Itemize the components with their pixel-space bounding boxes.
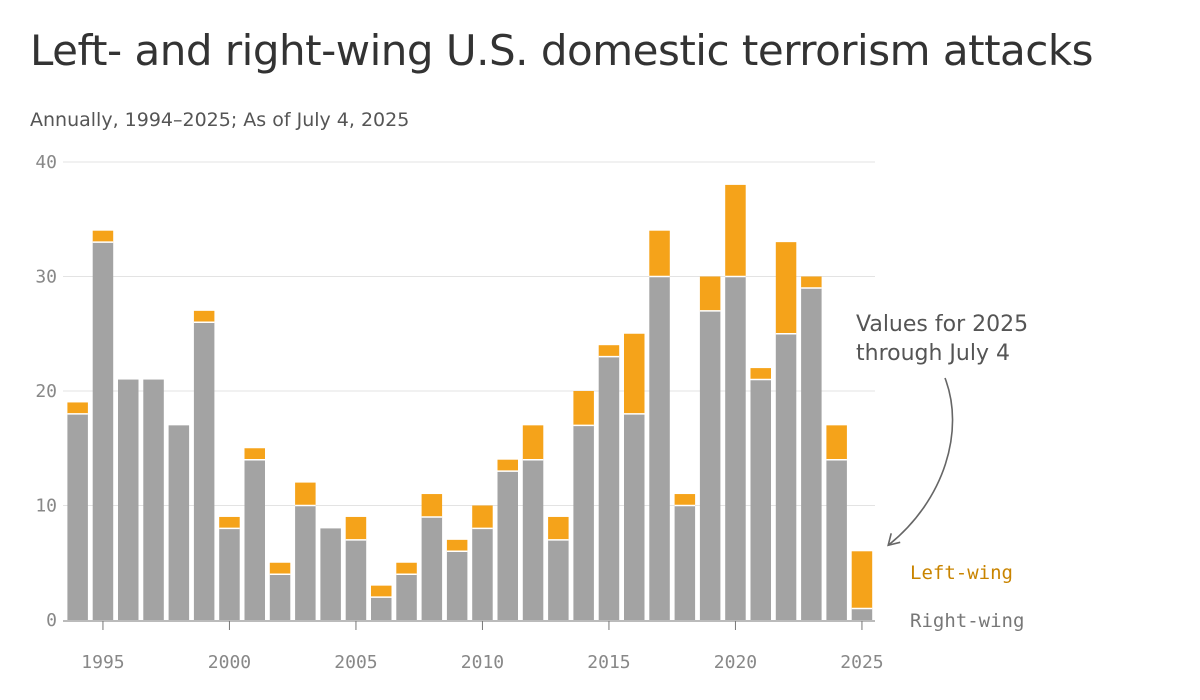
bar-right-wing-2020	[725, 276, 746, 620]
bar-left-wing-1995	[92, 230, 114, 243]
bar-left-wing-2003	[295, 482, 316, 506]
bar-right-wing-1995	[92, 242, 114, 620]
bar-left-wing-2005	[345, 516, 367, 540]
bar-right-wing-2016	[624, 413, 645, 620]
bar-left-wing-2021	[750, 368, 771, 380]
bar-right-wing-1999	[193, 322, 215, 620]
x-tick-label: 2005	[334, 652, 377, 673]
bar-left-wing-2020	[725, 184, 746, 277]
y-tick-label: 10	[35, 496, 57, 517]
legend-right-wing: Right-wing	[910, 610, 1024, 632]
x-tick-label: 2010	[461, 652, 504, 673]
bar-left-wing-1994	[67, 402, 88, 414]
annotation-line-1: Values for 2025	[856, 312, 1028, 337]
bar-left-wing-2010	[472, 505, 493, 529]
bar-right-wing-2006	[371, 597, 392, 620]
bar-right-wing-2025	[851, 608, 873, 620]
bar-right-wing-2005	[345, 539, 367, 620]
bar-right-wing-2013	[548, 539, 569, 620]
x-tick-label: 1995	[81, 652, 124, 673]
x-tick-label: 2020	[714, 652, 757, 673]
bar-right-wing-2015	[598, 356, 620, 620]
legend-left-wing: Left-wing	[910, 562, 1013, 584]
bar-right-wing-1998	[168, 425, 190, 620]
bar-right-wing-2004	[320, 528, 341, 620]
bar-right-wing-2024	[826, 459, 847, 620]
bar-left-wing-2000	[219, 516, 240, 529]
bar-left-wing-2019	[699, 276, 721, 311]
bar-left-wing-2006	[371, 585, 392, 598]
bar-right-wing-2022	[775, 333, 797, 620]
bar-left-wing-1999	[193, 310, 215, 323]
x-tick-label: 2015	[587, 652, 630, 673]
bar-right-wing-2003	[295, 505, 316, 620]
bar-left-wing-2016	[624, 333, 645, 414]
bar-right-wing-2011	[497, 471, 518, 620]
bar-right-wing-2014	[573, 425, 594, 620]
bar-right-wing-2000	[219, 528, 240, 620]
bar-left-wing-2025	[851, 551, 873, 609]
bar-right-wing-2018	[674, 505, 696, 620]
bar-right-wing-2010	[472, 528, 493, 620]
bar-left-wing-2017	[649, 230, 670, 277]
y-tick-label: 20	[35, 381, 57, 402]
chart-title: Left- and right-wing U.S. domestic terro…	[30, 26, 1094, 75]
chart-subtitle: Annually, 1994–2025; As of July 4, 2025	[30, 109, 410, 131]
y-tick-label: 40	[35, 152, 57, 173]
bar-left-wing-2022	[775, 242, 797, 334]
y-tick-label: 0	[46, 610, 57, 631]
x-tick-label: 2000	[208, 652, 251, 673]
bar-right-wing-2023	[801, 287, 822, 620]
bar-left-wing-2018	[674, 494, 696, 506]
bar-left-wing-2002	[269, 562, 291, 575]
bar-right-wing-1996	[118, 379, 139, 620]
bar-left-wing-2015	[598, 345, 620, 357]
bar-left-wing-2008	[421, 494, 443, 517]
bar-left-wing-2011	[497, 459, 518, 472]
bar-left-wing-2007	[396, 562, 417, 575]
bar-right-wing-1994	[67, 413, 88, 620]
bar-right-wing-2019	[699, 310, 721, 620]
bar-left-wing-2009	[446, 539, 468, 552]
x-tick-label: 2025	[840, 652, 883, 673]
bar-left-wing-2013	[548, 516, 569, 540]
bar-right-wing-2021	[750, 379, 771, 620]
annotation-arrowhead	[887, 533, 901, 547]
bar-right-wing-2007	[396, 574, 417, 620]
bar-right-wing-2002	[269, 574, 291, 620]
bar-right-wing-2008	[421, 516, 443, 620]
annotation-arrow	[887, 377, 954, 546]
bar-left-wing-2012	[522, 425, 544, 460]
y-tick-label: 30	[35, 267, 57, 288]
bar-right-wing-2009	[446, 551, 468, 620]
annotation-line-2: through July 4	[856, 341, 1010, 366]
bar-left-wing-2024	[826, 425, 847, 460]
bar-left-wing-2014	[573, 391, 594, 426]
bar-right-wing-2001	[244, 459, 265, 620]
bar-right-wing-2012	[522, 459, 544, 620]
bar-left-wing-2001	[244, 448, 265, 460]
bar-right-wing-1997	[143, 379, 164, 620]
bar-right-wing-2017	[649, 276, 670, 620]
bar-left-wing-2023	[801, 276, 822, 288]
